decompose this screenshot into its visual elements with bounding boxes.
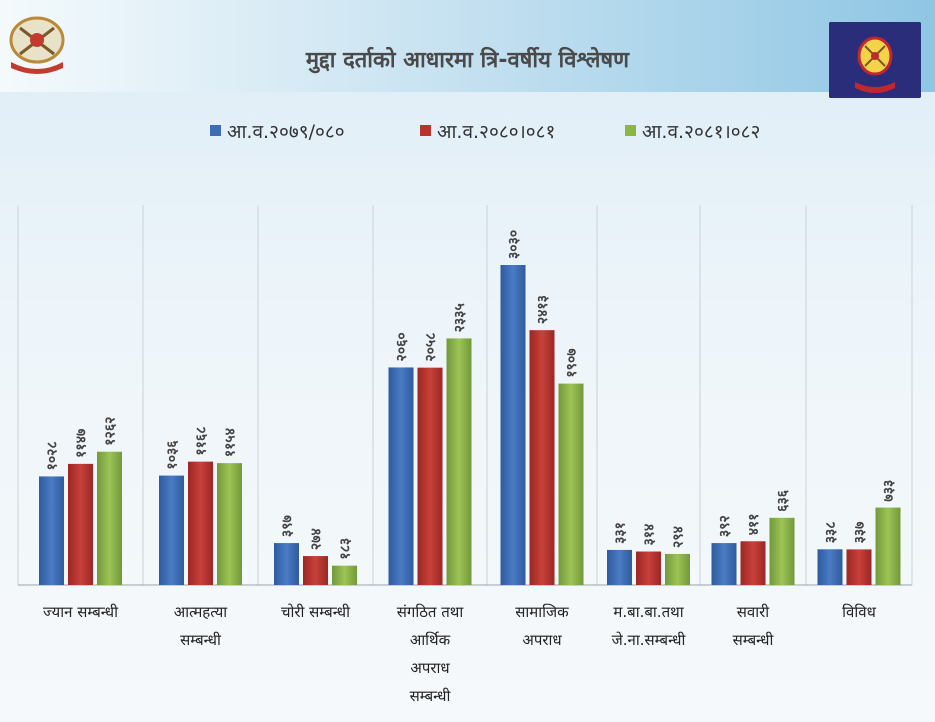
data-label-series-2-cat-8: ३३७ [852, 522, 868, 544]
bar-series-3-cat-4 [446, 338, 472, 585]
category-label-4-line-4: सम्बन्धी [410, 687, 452, 705]
data-label-series-2-cat-1: ११४७ [74, 429, 90, 458]
bar-series-2-cat-1 [68, 463, 93, 585]
data-label-series-1-cat-2: १०३६ [165, 440, 181, 470]
header-band [0, 0, 935, 92]
bar-series-2-cat-7 [740, 541, 766, 585]
category-label-2-line-2: सम्बन्धी [180, 631, 222, 649]
data-label-series-1-cat-4: २०६० [394, 332, 410, 361]
category-label-7-line-2: सम्बन्धी [733, 631, 775, 649]
data-label-series-1-cat-6: ३३१ [613, 522, 629, 544]
page-title: मुद्दा दर्ताको आधारमा त्रि-वर्षीय विश्ले… [305, 48, 630, 73]
data-label-series-2-cat-2: ११६८ [194, 427, 210, 456]
bar-series-2-cat-5 [529, 330, 555, 585]
data-label-series-2-cat-4: २०५८ [423, 333, 439, 362]
data-label-series-2-cat-5: २४१३ [535, 295, 551, 324]
data-label-series-3-cat-4: २३३५ [452, 303, 468, 332]
bar-series-1-cat-5 [500, 265, 526, 585]
data-label-series-1-cat-3: ३९७ [280, 515, 296, 537]
police-flag-icon [829, 22, 921, 98]
bar-series-1-cat-2 [159, 475, 184, 585]
bar-series-3-cat-8 [875, 507, 901, 585]
bar-series-3-cat-7 [769, 517, 795, 585]
bar-series-2-cat-2 [188, 461, 213, 585]
bar-series-2-cat-6 [636, 551, 661, 585]
data-label-series-2-cat-6: ३१४ [642, 524, 658, 546]
data-label-series-1-cat-5: ३०३० [506, 230, 522, 259]
data-label-series-3-cat-7: ६३६ [775, 489, 791, 512]
bar-series-1-cat-7 [711, 543, 737, 585]
data-label-series-3-cat-1: १२६२ [103, 417, 119, 446]
category-label-3-line-1: चोरी सम्बन्धी [281, 603, 351, 621]
category-label-4-line-1: संगठित तथा [397, 603, 465, 621]
bar-series-1-cat-1 [39, 476, 64, 585]
legend-label-series-2: आ.व.२०८०।०८१ [437, 121, 556, 143]
legend-swatch-blue [210, 125, 221, 136]
legend-item-series-1: आ.व.२०७९/०८० [210, 118, 345, 144]
data-label-series-1-cat-1: १०२८ [45, 441, 61, 470]
police-emblem-icon [9, 16, 65, 74]
legend-swatch-red [420, 125, 431, 136]
category-label-8-line-1: विविध [842, 603, 876, 621]
category-label-4-line-3: अपराध [410, 659, 450, 677]
data-label-series-3-cat-3: १८३ [338, 538, 354, 560]
legend-label-series-3: आ.व.२०८१।०८२ [642, 121, 761, 143]
category-label-6-line-1: म.बा.बा.तथा [613, 603, 684, 621]
data-label-series-1-cat-7: ३९२ [717, 515, 733, 537]
bar-series-3-cat-6 [665, 553, 690, 585]
category-label-6-line-2: जे.ना.सम्बन्धी [612, 631, 687, 649]
data-label-series-2-cat-7: ४११ [746, 513, 762, 535]
bar-series-3-cat-2 [217, 463, 242, 585]
category-label-1-line-1: ज्यान सम्बन्धी [43, 603, 119, 621]
category-label-5-line-1: सामाजिक [515, 603, 569, 621]
chart-legend: आ.व.२०७९/०८० आ.व.२०८०।०८१ आ.व.२०८१।०८२ [200, 118, 840, 144]
category-label-4-line-2: आर्थिक [410, 631, 451, 649]
data-label-series-3-cat-8: ७३३ [881, 480, 897, 502]
data-label-series-3-cat-5: १९०७ [564, 348, 580, 377]
bar-series-2-cat-8 [846, 549, 872, 585]
bar-series-2-cat-3 [303, 556, 328, 585]
legend-item-series-3: आ.व.२०८१।०८२ [625, 118, 760, 144]
legend-item-series-2: आ.व.२०८०।०८१ [420, 118, 555, 144]
category-label-5-line-2: अपराध [522, 631, 562, 649]
bar-series-3-cat-3 [332, 565, 357, 585]
data-label-series-3-cat-2: ११५४ [223, 428, 239, 457]
bar-series-1-cat-8 [817, 549, 843, 585]
bar-series-1-cat-3 [274, 543, 299, 585]
bar-series-3-cat-1 [97, 451, 122, 585]
bar-series-3-cat-5 [558, 383, 584, 585]
legend-label-series-1: आ.व.२०७९/०८० [227, 121, 345, 143]
data-label-series-2-cat-3: २७४ [309, 528, 325, 550]
bar-series-2-cat-4 [417, 367, 443, 585]
category-label-2-line-1: आत्महत्या [174, 603, 229, 621]
bar-series-1-cat-6 [607, 549, 632, 585]
data-label-series-1-cat-8: ३३८ [823, 521, 839, 543]
bar-series-1-cat-4 [388, 367, 414, 585]
data-label-series-3-cat-6: २९४ [671, 526, 687, 548]
category-label-7-line-1: सवारी [737, 603, 771, 621]
legend-swatch-green [625, 125, 636, 136]
